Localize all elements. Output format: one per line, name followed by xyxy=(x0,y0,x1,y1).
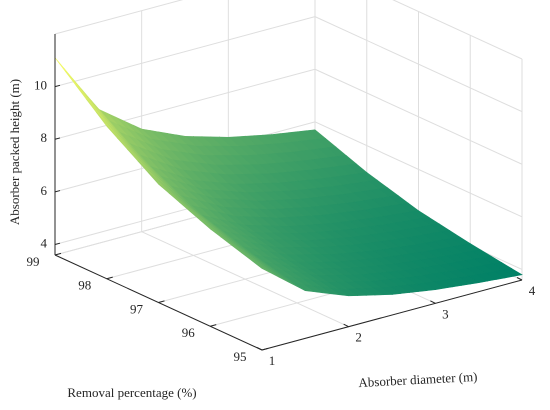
surface-patch xyxy=(251,260,271,274)
y-tick-label: 95 xyxy=(234,349,247,364)
y-axis-label: Removal percentage (%) xyxy=(67,385,196,400)
tick-mark xyxy=(430,300,436,304)
tick-mark xyxy=(210,324,217,327)
grid-line xyxy=(54,68,316,140)
z-tick-label: 8 xyxy=(41,130,48,145)
x-tick-label: 4 xyxy=(529,283,536,298)
y-tick-label: 98 xyxy=(78,278,91,293)
tick-mark xyxy=(54,190,61,193)
z-tick-label: 10 xyxy=(34,78,47,93)
tick-mark xyxy=(54,84,61,88)
x-tick-label: 3 xyxy=(442,306,449,321)
z-tick-label: 6 xyxy=(41,183,48,198)
surface-patch xyxy=(75,84,95,108)
x-tick-label: 1 xyxy=(269,353,276,368)
grid-line xyxy=(314,68,523,165)
axis-line xyxy=(261,279,523,351)
tick-mark xyxy=(158,300,165,303)
tick-mark xyxy=(54,242,61,245)
tick-mark xyxy=(343,323,349,328)
grid-line xyxy=(54,16,316,88)
box-edge xyxy=(54,0,184,35)
tick-mark xyxy=(516,277,523,281)
z-tick-label: 4 xyxy=(41,235,48,250)
y-tick-label: 96 xyxy=(182,325,196,340)
x-axis-label: Absorber diameter (m) xyxy=(358,369,478,390)
y-tick-label: 97 xyxy=(130,301,144,316)
tick-mark xyxy=(261,347,269,351)
box-edge xyxy=(392,0,523,60)
tick-mark xyxy=(54,252,62,256)
x-tick-label: 2 xyxy=(355,330,362,345)
tick-mark xyxy=(256,347,263,351)
y-tick-label: 99 xyxy=(27,254,40,269)
grid-line xyxy=(314,121,523,218)
tick-mark xyxy=(54,137,61,140)
tick-mark xyxy=(106,276,113,280)
grid-line xyxy=(314,16,523,113)
surface-patch xyxy=(85,98,106,122)
z-axis-label: Absorber packed height (m) xyxy=(7,79,22,225)
